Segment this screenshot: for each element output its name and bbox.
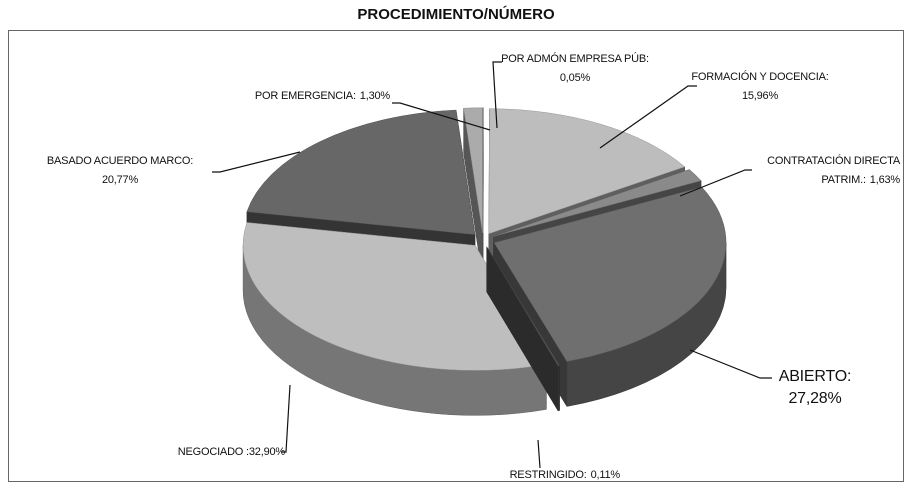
leader-line — [212, 151, 301, 173]
slice — [246, 109, 476, 235]
label-category: POR ADMÓN EMPRESA PÚB: — [501, 53, 649, 65]
slice — [482, 107, 484, 233]
data-label: POR EMERGENCIA: 1,30% — [160, 87, 390, 106]
slice — [486, 246, 560, 367]
leader-line — [599, 85, 697, 149]
label-value: 1,63% — [869, 174, 900, 186]
leader-line — [281, 384, 291, 453]
data-label: FORMACIÓN Y DOCENCIA: 15,96% — [685, 68, 835, 106]
label-category: ABIERTO: — [778, 368, 852, 385]
label-value: 27,28% — [788, 390, 842, 407]
label-value: 15,96% — [741, 90, 779, 102]
chart-title: PROCEDIMIENTO/NÚMERO — [357, 6, 555, 23]
label-value: 32,90% — [248, 446, 285, 458]
leader-line — [679, 169, 752, 197]
slice — [463, 107, 483, 233]
slice-side — [557, 365, 560, 412]
label-category: NEGOCIADO : — [177, 446, 249, 458]
label-value: 0,05% — [559, 72, 591, 84]
leader-line — [689, 349, 772, 379]
label-value: 0,11% — [590, 469, 621, 481]
chart-frame — [8, 30, 904, 482]
slice — [488, 108, 686, 235]
label-category: CONTRATACIÓN DIRECTA PATRIM.: — [767, 155, 900, 186]
slice — [493, 186, 727, 362]
label-category: FORMACIÓN Y DOCENCIA: — [691, 71, 829, 83]
leader-line — [392, 102, 491, 131]
leader-line — [492, 61, 502, 129]
label-category: RESTRINGIDO: — [509, 469, 587, 481]
data-label: ABIERTO: 27,28% — [770, 366, 860, 410]
data-label: NEGOCIADO :32,90% — [140, 443, 285, 462]
label-category: BASADO ACUERDO MARCO: — [46, 155, 194, 167]
data-label: POR ADMÓN EMPRESA PÚB: 0,05% — [500, 50, 650, 88]
leader-line — [537, 439, 541, 469]
slice — [493, 169, 702, 237]
data-label: RESTRINGIDO: 0,11% — [470, 466, 621, 485]
label-value: 1,30% — [359, 90, 390, 102]
data-label: BASADO ACUERDO MARCO: 20,77% — [30, 152, 210, 190]
slice — [242, 222, 547, 371]
label-category: POR EMERGENCIA: — [254, 90, 356, 102]
data-label: CONTRATACIÓN DIRECTA PATRIM.: 1,63% — [738, 152, 900, 190]
label-value: 20,77% — [101, 174, 139, 186]
